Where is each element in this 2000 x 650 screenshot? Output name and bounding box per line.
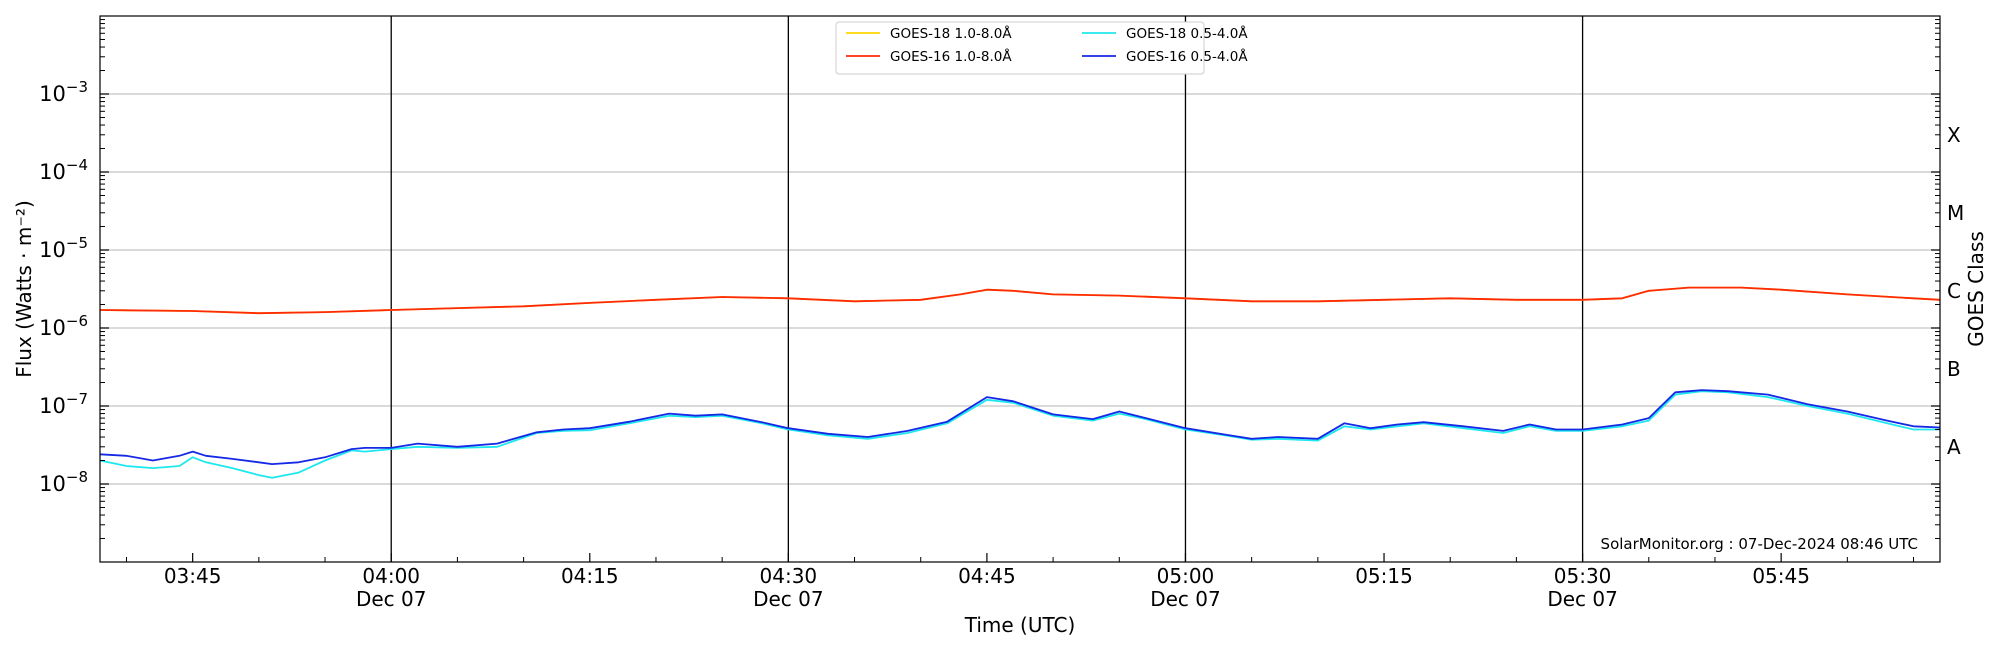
horizontal-gridlines	[100, 93, 1940, 485]
legend-box	[835, 21, 1205, 75]
goes-class-label: M	[1947, 201, 1964, 225]
x-tick-label: 04:15	[561, 564, 619, 588]
x-tick-sublabel: Dec 07	[1150, 587, 1221, 611]
y-axis-ticks: 10−810−710−610−510−410−3	[39, 19, 1940, 540]
x-tick-label: 04:30	[760, 564, 818, 588]
y-tick-label: 10−7	[39, 390, 88, 418]
credit-text: SolarMonitor.org : 07-Dec-2024 08:46 UTC	[1601, 535, 1918, 553]
x-tick-sublabel: Dec 07	[1547, 587, 1618, 611]
series-line-4	[99, 389, 1941, 466]
x-tick-label: 05:45	[1752, 564, 1810, 588]
legend-label: GOES-16 1.0-8.0Å	[890, 48, 1012, 65]
goes-class-label: A	[1947, 435, 1961, 459]
x-tick-label: 05:15	[1355, 564, 1413, 588]
x-tick-sublabel: Dec 07	[356, 587, 427, 611]
x-tick-sublabel: Dec 07	[753, 587, 824, 611]
legend-label: GOES-16 0.5-4.0Å	[1126, 48, 1248, 65]
y-axis-title: Flux (Watts · m⁻²)	[12, 200, 36, 378]
goes-class-labels: A B C M X	[1947, 123, 1964, 459]
goes-class-label: X	[1947, 123, 1961, 147]
x-axis-title: Time (UTC)	[964, 613, 1076, 637]
x-tick-label: 05:00	[1157, 564, 1215, 588]
goes-class-label: B	[1947, 357, 1961, 381]
legend-label: GOES-18 1.0-8.0Å	[890, 25, 1012, 42]
day-marker-lines	[390, 16, 1584, 562]
series-line-2	[99, 286, 1941, 315]
flux-series-group	[99, 286, 1941, 479]
x-tick-label: 03:45	[164, 564, 222, 588]
plot-frame	[99, 15, 1941, 563]
x-tick-label: 05:30	[1554, 564, 1612, 588]
legend-label: GOES-18 0.5-4.0Å	[1126, 25, 1248, 42]
y-tick-label: 10−4	[39, 156, 88, 184]
legend: GOES-18 1.0-8.0Å GOES-16 1.0-8.0Å GOES-18 …	[835, 21, 1248, 75]
right-axis-title: GOES Class	[1964, 231, 1988, 347]
x-tick-label: 04:00	[362, 564, 420, 588]
goes-class-label: C	[1947, 279, 1961, 303]
x-tick-label: 04:45	[958, 564, 1016, 588]
series-line-3	[99, 390, 1940, 479]
